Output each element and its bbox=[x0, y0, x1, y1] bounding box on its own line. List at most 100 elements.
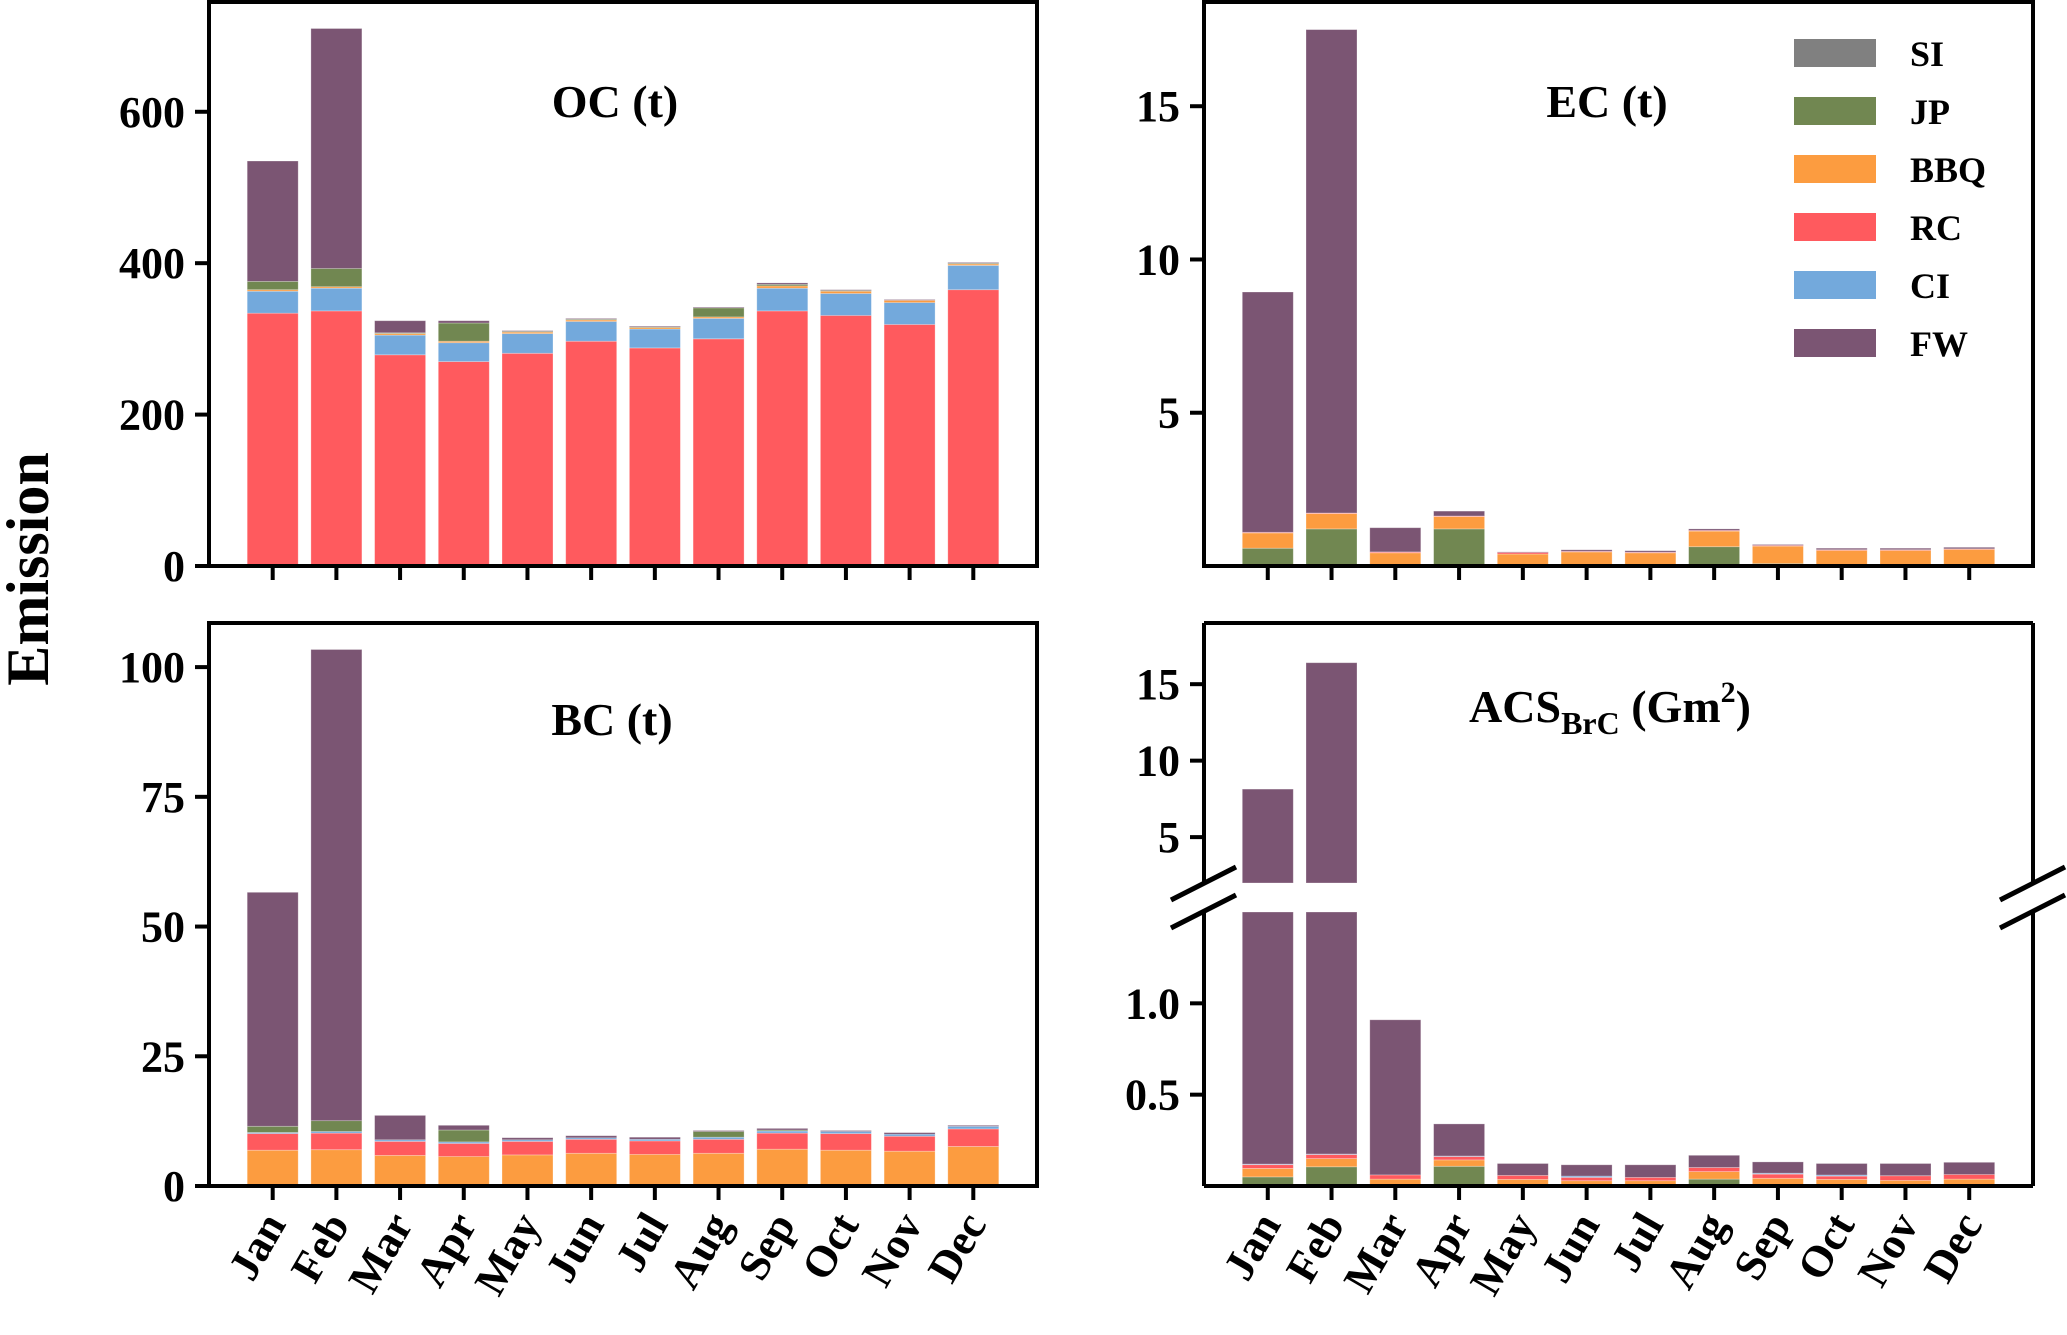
bar-acs-rc-dec bbox=[1943, 1174, 1996, 1180]
bar-bc-rc-sep bbox=[756, 1132, 809, 1150]
y-ticks-oc: 0 200 400 600 bbox=[119, 88, 209, 591]
bar-bc-fw-jun bbox=[565, 1135, 618, 1139]
bar-bc-bbq-aug bbox=[692, 1152, 745, 1187]
legend-item-si: SI bbox=[1794, 34, 1944, 74]
bar-bc-rc-oct bbox=[820, 1133, 872, 1151]
legend-swatch bbox=[1794, 329, 1876, 357]
title-subscript: BrC bbox=[1561, 705, 1620, 741]
panel-title-ec: EC (t) bbox=[1546, 76, 1667, 127]
title-unit: (Gm bbox=[1620, 681, 1721, 732]
frame-bc bbox=[207, 621, 1039, 1188]
bar-oc-rc-dec bbox=[947, 289, 1000, 567]
bar-bc-bbq-jan bbox=[246, 1149, 299, 1187]
y-tick-label: 5 bbox=[1158, 389, 1180, 438]
bar-oc-ci-oct bbox=[820, 293, 872, 316]
bar-acs-rc-sep bbox=[1752, 1173, 1804, 1179]
bar-oc-fw-jun bbox=[565, 317, 618, 320]
legend: SI JP BBQ RC CI FW bbox=[1794, 34, 1986, 364]
bar-ec-fw-nov bbox=[1879, 547, 1932, 551]
y-tick-label: 0 bbox=[163, 542, 185, 591]
bar-ec-fw-mar bbox=[1369, 527, 1422, 553]
bar-bc-fw-dec bbox=[947, 1124, 1000, 1127]
bar-ec-fw-jul bbox=[1624, 550, 1677, 553]
bar-oc-fw-may bbox=[501, 330, 554, 332]
bar-bc-rc-nov bbox=[883, 1135, 936, 1152]
title-main: ACS bbox=[1469, 681, 1561, 732]
y-tick-label: 1.0 bbox=[1125, 979, 1180, 1028]
bar-oc-fw-oct bbox=[820, 289, 872, 291]
bar-ec-bbq-jun bbox=[1560, 551, 1613, 567]
bar-oc-bbq-oct bbox=[820, 290, 872, 294]
bar-oc-rc-jul bbox=[629, 347, 681, 567]
x-tick-label-mar: Mar bbox=[339, 1205, 423, 1301]
bar-bc-rc-mar bbox=[374, 1141, 427, 1156]
panel-bc: 0 25 50 75 100 JanFebMarAprMayJunJulAugSepOct… bbox=[119, 621, 1039, 1303]
bar-acs-jp-apr bbox=[1433, 1165, 1485, 1187]
bar-bc-fw-nov bbox=[883, 1132, 936, 1135]
legend-label: SI bbox=[1910, 34, 1944, 74]
bar-bc-ci-jul bbox=[629, 1138, 681, 1142]
bar-oc-fw-jul bbox=[629, 325, 681, 328]
y-tick-label: 15 bbox=[1136, 660, 1180, 709]
bar-acs-rc-may bbox=[1496, 1175, 1549, 1180]
x-tick-label-may: May bbox=[1460, 1205, 1545, 1304]
x-tick-label-nov: Nov bbox=[852, 1205, 932, 1295]
bar-bc-fw-aug bbox=[692, 1130, 745, 1132]
frame-oc bbox=[207, 0, 1039, 568]
x-ticks-oc bbox=[270, 566, 976, 580]
bar-acs-fw-dec bbox=[1943, 1161, 1996, 1175]
bar-oc-ci-feb bbox=[310, 287, 363, 312]
bar-bc-fw-oct bbox=[820, 1130, 872, 1132]
bar-ec-bbq-apr bbox=[1433, 516, 1485, 530]
title-superscript: 2 bbox=[1721, 676, 1736, 709]
bar-acs-fw-feb bbox=[1305, 662, 1358, 884]
y-tick-label: 10 bbox=[1136, 737, 1180, 786]
bar-acs-fw-jan bbox=[1241, 788, 1294, 884]
bar-bc-jp-apr bbox=[437, 1129, 490, 1143]
bar-ec-bbq-nov bbox=[1879, 550, 1932, 567]
y-tick-label: 400 bbox=[119, 239, 185, 288]
bars-bc bbox=[246, 649, 1000, 1187]
bar-oc-rc-mar bbox=[374, 354, 427, 567]
y-tick-label: 15 bbox=[1136, 82, 1180, 131]
y-tick-label: 0.5 bbox=[1125, 1071, 1180, 1120]
bar-ec-jp-apr bbox=[1433, 528, 1485, 567]
bar-oc-bbq-mar bbox=[374, 333, 427, 336]
panel-ec: 5 10 15 EC (t) bbox=[1136, 0, 2035, 580]
bar-acs-bbq-apr bbox=[1433, 1159, 1485, 1167]
bar-acs-fw-jun bbox=[1560, 1164, 1613, 1177]
bar-ec-jp-jan bbox=[1241, 547, 1294, 567]
bar-ec-fw-jun bbox=[1560, 549, 1613, 552]
bar-oc-fw-nov bbox=[883, 299, 936, 301]
bar-bc-rc-may bbox=[501, 1141, 554, 1156]
bar-bc-fw-feb bbox=[310, 649, 363, 1122]
bar-bc-rc-apr bbox=[437, 1143, 490, 1157]
x-tick-label-oct: Oct bbox=[792, 1204, 869, 1288]
bar-ec-fw-apr bbox=[1433, 510, 1485, 517]
bar-oc-ci-jun bbox=[565, 321, 618, 342]
bar-acs-rc-oct bbox=[1815, 1175, 1868, 1180]
bar-bc-fw-jul bbox=[629, 1136, 681, 1140]
axis-break-marks bbox=[1169, 864, 2067, 931]
legend-label: FW bbox=[1910, 324, 1968, 364]
bar-oc-ci-nov bbox=[883, 302, 936, 325]
bar-ec-bbq-feb bbox=[1305, 513, 1358, 530]
bar-bc-rc-jan bbox=[246, 1133, 299, 1151]
y-ticks-bc: 0 25 50 75 100 bbox=[119, 643, 209, 1211]
bar-oc-jp-dec bbox=[947, 262, 1000, 265]
bar-oc-fw-feb bbox=[310, 28, 363, 269]
bar-acs-fw-jul bbox=[1624, 1164, 1677, 1178]
y-tick-label: 50 bbox=[141, 903, 185, 952]
panel-acs: 5 10 15 0.5 1.0 JanFebMarAprMayJunJulAugSepOc… bbox=[1125, 621, 2067, 1304]
x-tick-label-sep: Sep bbox=[728, 1205, 805, 1289]
bar-bc-fw-sep bbox=[756, 1128, 809, 1131]
x-tick-label-may: May bbox=[465, 1205, 550, 1304]
legend-item-ci: CI bbox=[1794, 266, 1950, 306]
bar-oc-bbq-may bbox=[501, 331, 554, 335]
legend-label: CI bbox=[1910, 266, 1950, 306]
bar-bc-bbq-dec bbox=[947, 1146, 1000, 1187]
bar-bc-fw-apr bbox=[437, 1124, 490, 1131]
legend-item-jp: JP bbox=[1794, 92, 1950, 132]
